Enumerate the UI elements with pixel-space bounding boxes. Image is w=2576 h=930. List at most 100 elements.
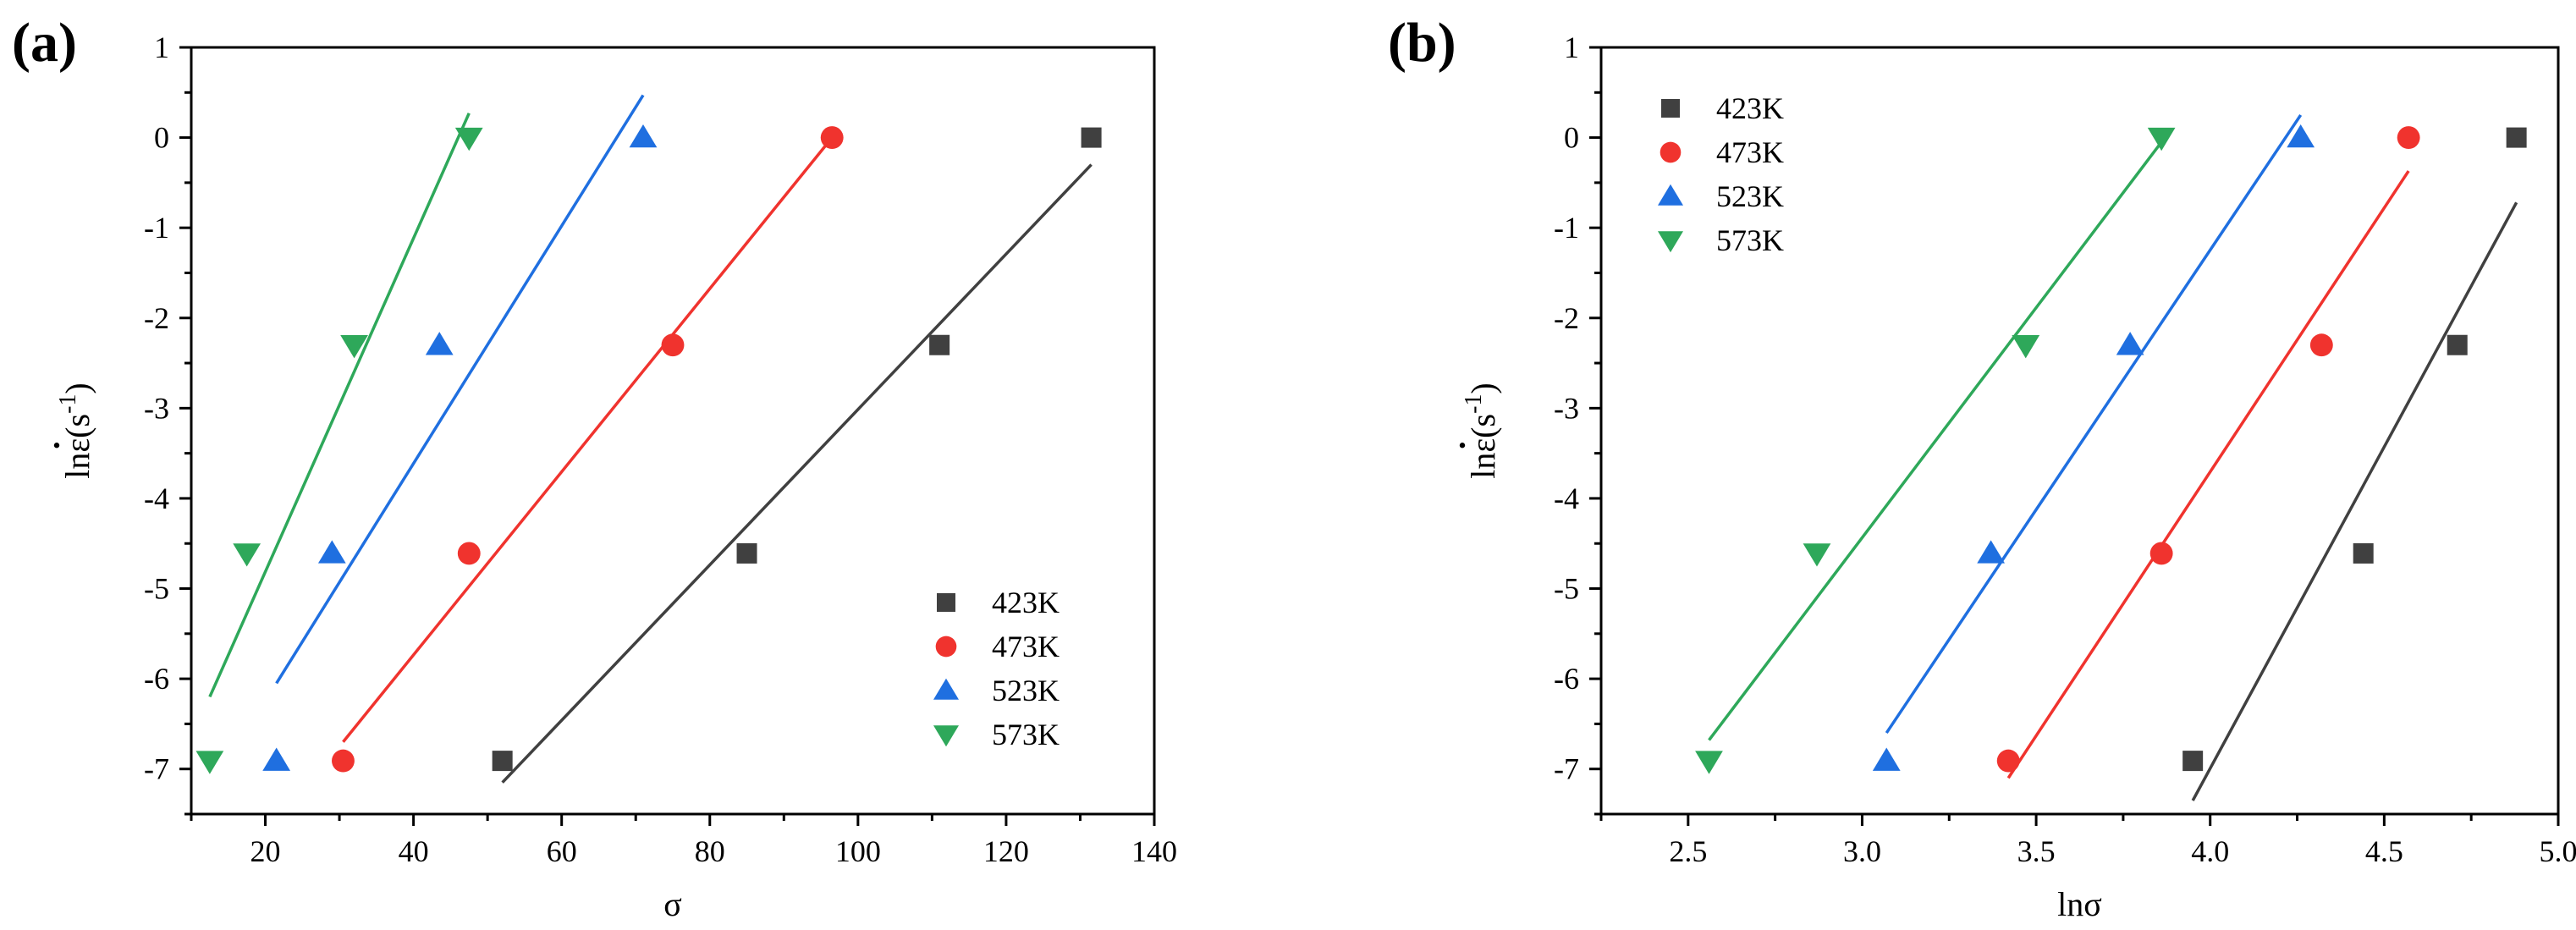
- fit-line-573K: [1708, 140, 2163, 741]
- legend-marker-423K: [937, 593, 955, 612]
- y-axis-title-close: ): [58, 382, 96, 393]
- x-tick-label: 140: [1131, 834, 1177, 868]
- legend-label-473K: 473K: [1716, 135, 1784, 169]
- data-point-523K: [2287, 124, 2315, 148]
- y-tick-label: -5: [144, 572, 169, 606]
- series-473K: [1996, 126, 2420, 779]
- legend-marker-473K: [935, 636, 957, 658]
- x-tick-label: 120: [983, 834, 1029, 868]
- plot-frame: [190, 46, 1156, 816]
- fit-line-573K: [208, 113, 471, 698]
- y-tick-label: 1: [154, 30, 169, 64]
- y-axis-title: lnε(s-1): [55, 382, 96, 478]
- y-axis-title-unit: (s: [58, 414, 96, 438]
- legend: 423K 473K 523K 573K: [1657, 91, 1784, 257]
- y-axis-title-main: lnε: [1464, 438, 1502, 479]
- y-tick-label: 1: [1564, 30, 1579, 64]
- y-tick-label: -4: [1554, 482, 1579, 515]
- series-423K: [492, 127, 1102, 784]
- x-tick-label: 60: [547, 834, 577, 868]
- data-point-423K: [2447, 334, 2468, 355]
- data-point-423K: [929, 334, 950, 355]
- data-point-523K: [262, 747, 291, 771]
- data-point-423K: [2353, 542, 2374, 564]
- x-tick-label: 5.0: [2540, 834, 2576, 868]
- data-point-573K: [340, 335, 368, 359]
- series-573K: [1695, 127, 2176, 774]
- y-tick-label: -6: [1554, 662, 1579, 696]
- chart-panel-b: (b) 2.5 3.0 3.5 4.0 4.5 5.0 1 0 -1 -2 -3 -4 -5 -6 -7 lnσ…: [1388, 12, 2576, 923]
- data-point-523K: [317, 540, 346, 564]
- y-axis-title-exponent: -1: [1461, 394, 1487, 414]
- x-tick-label: 100: [835, 834, 881, 868]
- data-point-473K: [661, 333, 685, 357]
- x-tick-label: 80: [695, 834, 725, 868]
- x-axis-title: σ: [663, 885, 682, 923]
- legend-label-523K: 523K: [992, 674, 1060, 707]
- data-point-573K: [2012, 335, 2040, 359]
- legend-label-523K: 523K: [1716, 179, 1784, 213]
- strain-rate-dot: [1459, 443, 1466, 448]
- fit-line-523K: [1885, 113, 2303, 735]
- data-point-473K: [2397, 126, 2420, 150]
- data-point-573K: [454, 127, 483, 151]
- fit-line-423K: [501, 163, 1093, 784]
- x-axis-title: lnσ: [2057, 885, 2102, 923]
- y-tick-label: -2: [1554, 301, 1579, 335]
- data-point-523K: [425, 332, 454, 355]
- y-tick-label: 0: [1564, 121, 1579, 155]
- x-tick-label: 40: [399, 834, 429, 868]
- x-tick-label: 4.5: [2365, 834, 2403, 868]
- y-tick-label: -7: [144, 752, 169, 786]
- legend-label-573K: 573K: [992, 718, 1060, 751]
- y-tick-label: -1: [144, 211, 169, 245]
- y-tick-label: -3: [1554, 391, 1579, 425]
- legend-label-473K: 473K: [992, 630, 1060, 663]
- legend-marker-573K: [933, 725, 960, 747]
- data-point-423K: [2182, 751, 2204, 772]
- panel-label: (b): [1388, 12, 1456, 74]
- fit-line-423K: [2191, 201, 2518, 801]
- y-tick-label: -7: [1554, 752, 1579, 786]
- data-point-573K: [1803, 543, 1831, 567]
- y-axis-title-exponent: -1: [55, 394, 81, 414]
- data-point-473K: [332, 749, 355, 773]
- strain-rate-dot: [53, 443, 60, 448]
- y-axis-title-close: ): [1464, 382, 1502, 393]
- data-point-473K: [820, 126, 844, 150]
- data-point-473K: [2309, 333, 2333, 357]
- y-tick-label: -5: [1554, 572, 1579, 606]
- series-523K: [262, 94, 658, 771]
- data-point-573K: [1695, 751, 1723, 774]
- chart-panel-a: (a) 20 40 60 80 100 120 140 1 0 -1 -2 -3 -4 -5 -6 -7 σ lnε…: [12, 12, 1177, 923]
- legend-marker-473K: [1660, 141, 1682, 163]
- y-tick-label: 0: [154, 121, 169, 155]
- data-point-523K: [1977, 540, 2006, 564]
- x-tick-label: 20: [250, 834, 281, 868]
- data-point-573K: [2147, 127, 2176, 151]
- y-axis-title-unit: (s: [1464, 414, 1502, 438]
- legend-label-573K: 573K: [1716, 223, 1784, 257]
- x-tick-label: 2.5: [1669, 834, 1707, 868]
- legend-marker-423K: [1661, 99, 1680, 118]
- data-point-523K: [2116, 332, 2144, 355]
- plot-frame: [1599, 46, 2560, 816]
- data-point-473K: [1996, 749, 2020, 773]
- y-tick-label: -4: [144, 482, 169, 515]
- y-tick-label: -3: [144, 391, 169, 425]
- x-tick-label: 4.0: [2191, 834, 2229, 868]
- legend-marker-523K: [1657, 184, 1684, 206]
- legend-label-423K: 423K: [1716, 91, 1784, 125]
- y-tick-label: -2: [144, 301, 169, 335]
- data-point-473K: [457, 542, 481, 565]
- fit-line-523K: [275, 94, 645, 685]
- fit-line-473K: [342, 136, 834, 743]
- data-point-573K: [195, 751, 224, 774]
- data-point-423K: [492, 751, 513, 772]
- legend-marker-573K: [1657, 231, 1684, 253]
- fit-line-473K: [2006, 170, 2410, 779]
- data-point-423K: [736, 542, 757, 564]
- y-axis-title-main: lnε: [58, 438, 96, 479]
- data-point-573K: [233, 543, 261, 567]
- data-point-523K: [1872, 747, 1901, 771]
